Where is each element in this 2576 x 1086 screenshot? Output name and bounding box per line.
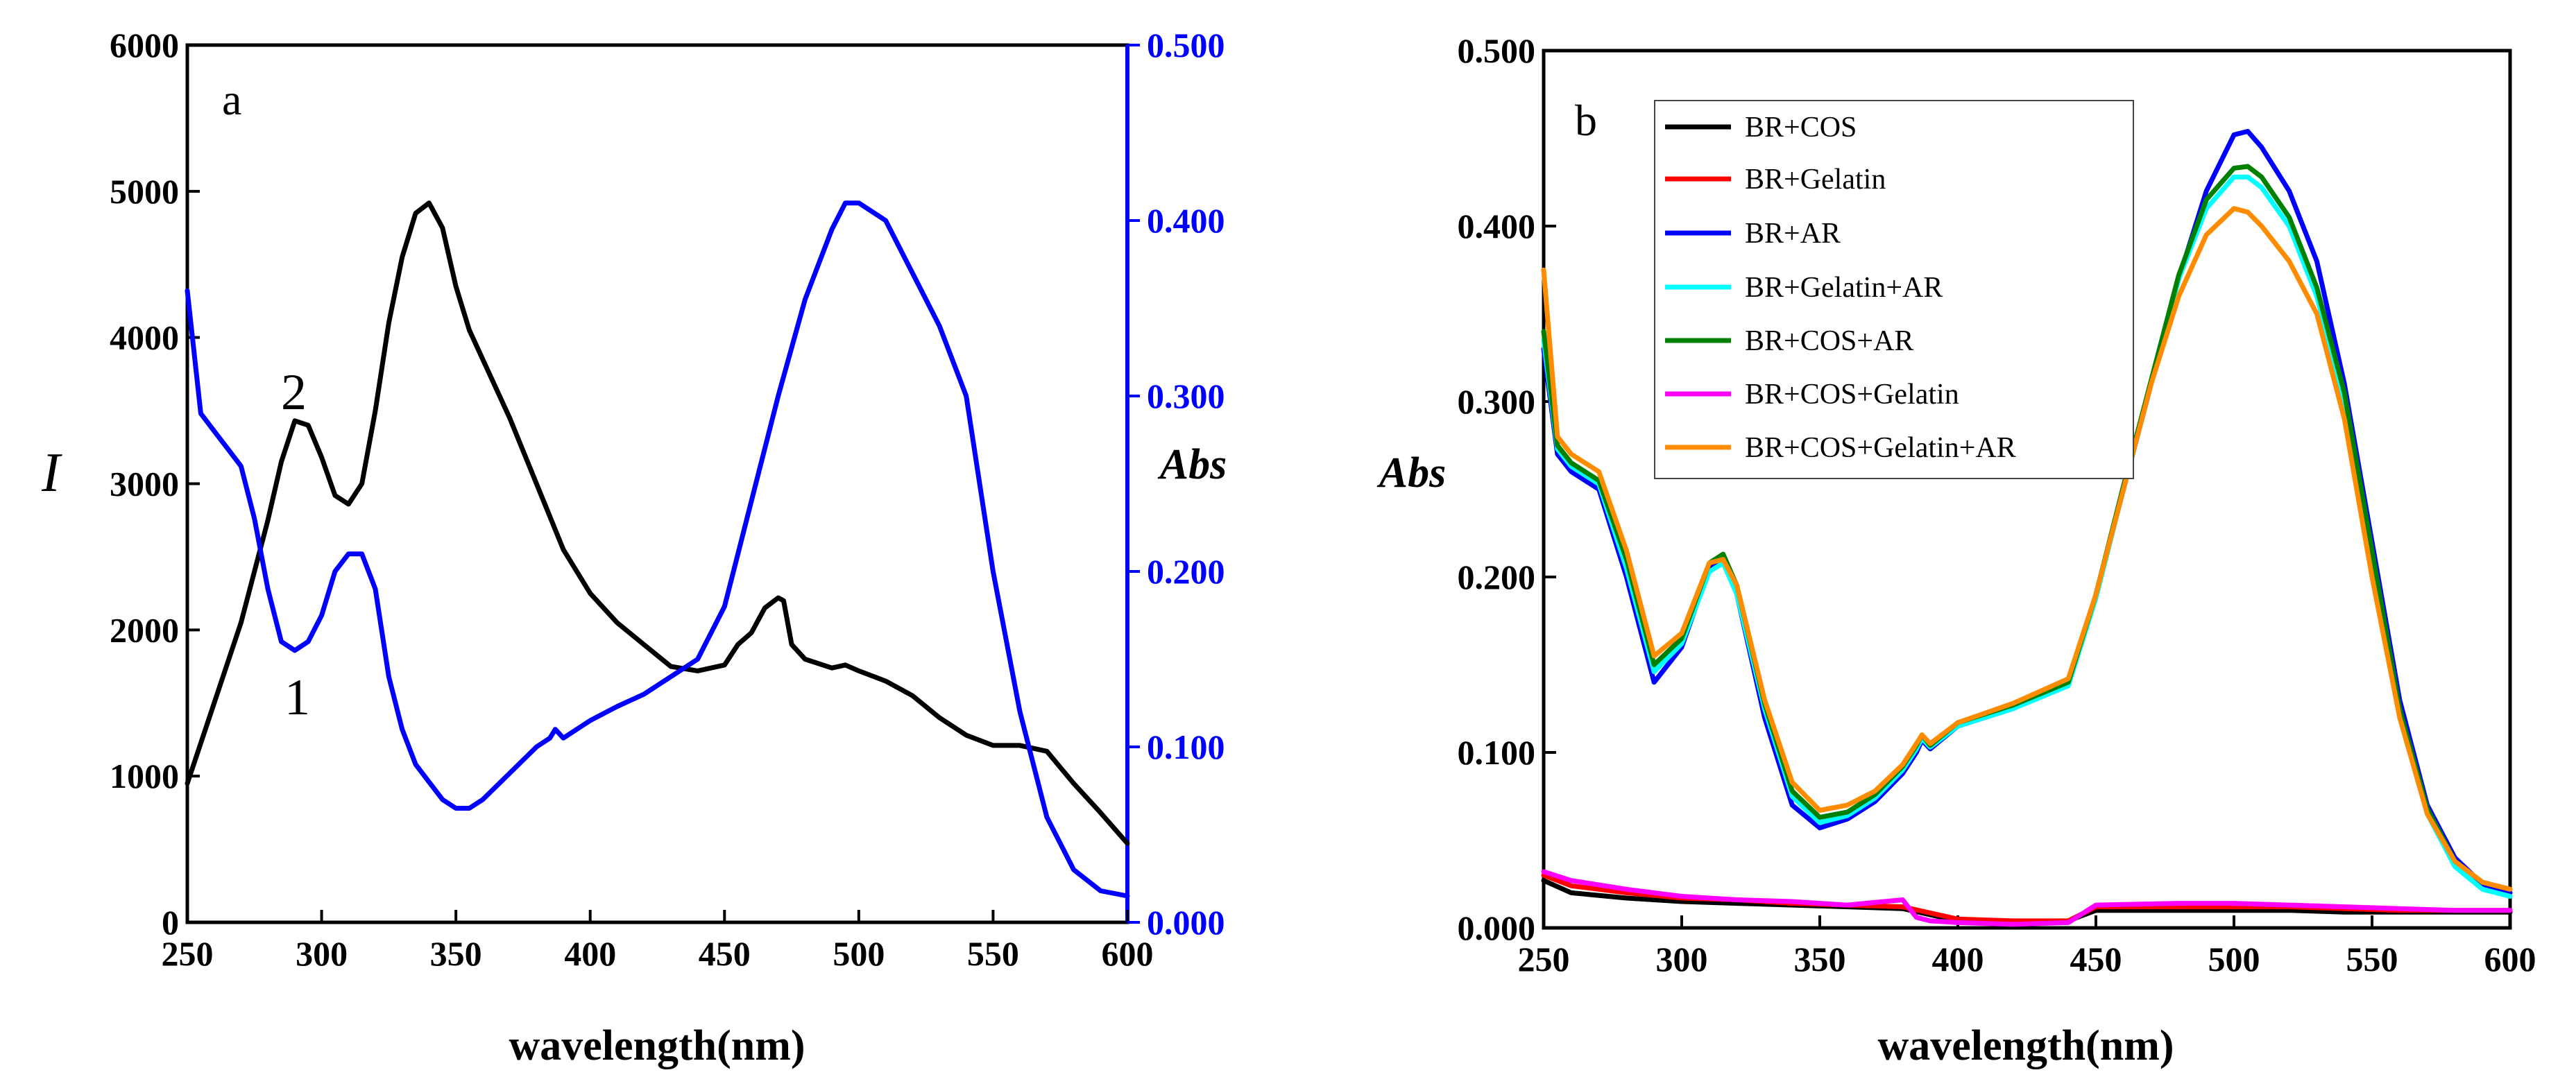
y-tick-label: 0 — [162, 903, 179, 942]
legend-label-br-cos: BR+COS — [1745, 112, 1857, 144]
legend-label-br-gelatin-ar: BR+Gelatin+AR — [1745, 272, 1943, 304]
y2-tick-label: 0.000 — [1147, 903, 1225, 942]
y2-tick-label: 0.200 — [1147, 552, 1225, 591]
x-tick-label: 300 — [1656, 940, 1708, 979]
legend-entry: BR+AR — [1665, 218, 1841, 250]
y-tick-label: 0.500 — [1458, 31, 1536, 70]
panel-b-x-axis-label: wavelength(nm) — [1877, 1022, 2174, 1069]
panel-a-y-axis-label: I — [41, 442, 62, 503]
x-tick-label: 400 — [564, 934, 616, 973]
panel-a-y-ticks: 0 1000 2000 3000 4000 5000 6000 — [110, 26, 200, 942]
y-tick-label: 2000 — [110, 610, 179, 649]
panel-b-label: b — [1575, 96, 1597, 145]
y-tick-label: 6000 — [110, 26, 179, 64]
y-tick-label: 0.100 — [1458, 733, 1536, 772]
series-line-br-cos-gelatin — [1541, 869, 2513, 927]
legend-entry: BR+Gelatin+AR — [1665, 272, 1943, 304]
x-tick-label: 450 — [2070, 940, 2122, 979]
x-tick-label: 550 — [967, 934, 1019, 973]
series-line-1 — [185, 200, 1130, 899]
x-tick-label: 450 — [699, 934, 751, 973]
panel-b-y-ticks: 0.000 0.100 0.200 0.300 0.400 0.500 — [1458, 31, 1556, 947]
y2-tick-label: 0.100 — [1147, 727, 1225, 766]
legend-entry: BR+COS+Gelatin+AR — [1665, 432, 2016, 464]
y-tick-label: 0.400 — [1458, 207, 1536, 245]
series-line-br-cos-gelatin-ar — [1541, 206, 2513, 892]
panel-a-y2-axis-label: Abs — [1157, 441, 1227, 488]
x-tick-label: 350 — [430, 934, 482, 973]
panel-a: 250 300 350 400 450 500 550 600 0 1000 2000 3000 40… — [41, 26, 1227, 1069]
y-tick-label: 0.300 — [1458, 382, 1536, 421]
y2-tick-label: 0.400 — [1147, 201, 1225, 240]
y2-tick-label: 0.300 — [1147, 377, 1225, 415]
y-tick-label: 0.200 — [1458, 558, 1536, 596]
panel-b-legend: BR+COS BR+Gelatin BR+AR BR+Gelatin+AR BR… — [1654, 100, 2134, 479]
y-tick-label: 0.000 — [1458, 908, 1536, 947]
panel-b: 250 300 350 400 450 500 550 600 0.000 0.100 0.200… — [1376, 31, 2536, 1069]
y-tick-label: 4000 — [110, 318, 179, 357]
curve-2-label: 2 — [281, 364, 307, 421]
legend-entry: BR+COS+Gelatin — [1665, 379, 1959, 411]
y-tick-label: 1000 — [110, 757, 179, 795]
x-tick-label: 400 — [1932, 940, 1984, 979]
x-tick-label: 300 — [296, 934, 348, 973]
legend-label-br-cos-ar: BR+COS+AR — [1745, 325, 1913, 357]
x-tick-label: 250 — [1518, 940, 1570, 979]
legend-entry: BR+COS — [1665, 112, 1857, 144]
x-tick-label: 250 — [162, 934, 214, 973]
panel-a-label: a — [222, 75, 241, 124]
legend-entry: BR+Gelatin — [1665, 164, 1886, 196]
legend-label-br-gelatin: BR+Gelatin — [1745, 164, 1886, 196]
x-tick-label: 600 — [2484, 940, 2536, 979]
x-tick-label: 500 — [2208, 940, 2260, 979]
panel-b-y-axis-label: Abs — [1376, 449, 1446, 497]
panel-b-x-ticks: 250 300 350 400 450 500 550 600 — [1518, 915, 2536, 979]
x-tick-label: 600 — [1102, 934, 1154, 973]
x-tick-label: 350 — [1794, 940, 1846, 979]
y2-tick-label: 0.500 — [1147, 26, 1225, 64]
legend-label-br-cos-gelatin: BR+COS+Gelatin — [1745, 379, 1959, 411]
panel-b-series — [1541, 128, 2513, 927]
y-tick-label: 3000 — [110, 465, 179, 503]
panel-a-x-ticks: 250 300 350 400 450 500 550 600 — [162, 910, 1154, 973]
panel-b-frame — [1542, 49, 2512, 930]
y-tick-label: 5000 — [110, 172, 179, 211]
legend-entry: BR+COS+AR — [1665, 325, 1913, 357]
series-line-2 — [185, 200, 1130, 846]
legend-label-br-ar: BR+AR — [1745, 218, 1841, 250]
x-tick-label: 500 — [833, 934, 885, 973]
legend-box — [1654, 100, 2134, 479]
x-tick-label: 550 — [2346, 940, 2398, 979]
series-line-br-cos — [1541, 878, 2513, 925]
panel-a-x-axis-label: wavelength(nm) — [509, 1022, 805, 1069]
panel-a-series — [185, 200, 1130, 899]
panel-a-y2-ticks: 0.000 0.100 0.200 0.300 0.400 0.500 — [1127, 26, 1225, 942]
legend-label-br-cos-gelatin-ar: BR+COS+Gelatin+AR — [1745, 432, 2016, 464]
curve-1-label: 1 — [284, 669, 310, 726]
